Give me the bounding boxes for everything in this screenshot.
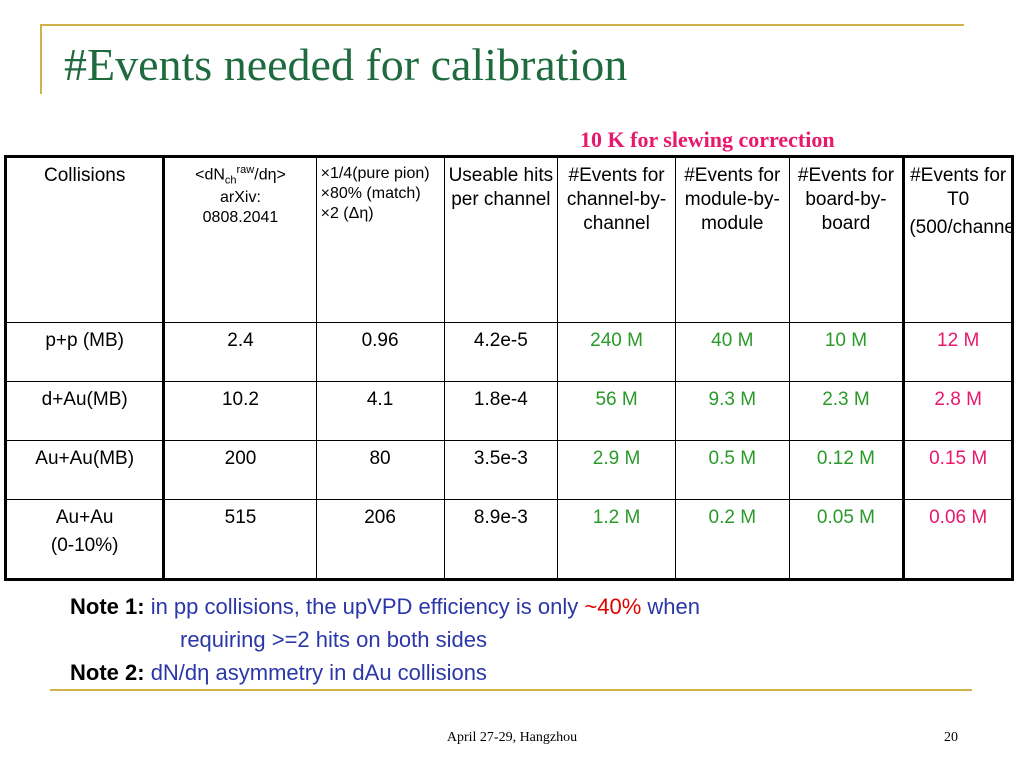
cell-events-module: 9.3 M (674, 381, 790, 441)
table-row: Au+Au(MB) 200 80 3.5e-3 2.9 M 0.5 M 0.12… (4, 440, 1013, 500)
cell-factor: 80 (315, 440, 445, 500)
header-useable-hits: Useable hits per channel (443, 156, 559, 323)
cell-dn: 200 (163, 440, 317, 500)
cell-factor: 206 (315, 499, 445, 580)
cell-events-channel: 240 M (557, 322, 676, 382)
cell-collision: Au+Au(MB) (4, 440, 166, 500)
cell-events-module: 0.2 M (674, 499, 790, 580)
cell-events-module: 40 M (674, 322, 790, 382)
frame-top-line (40, 24, 964, 26)
cell-factor: 4.1 (315, 381, 445, 441)
note-2-label: Note 2: (70, 660, 145, 685)
header-events-t0: #Events for T0 (500/channel) (903, 156, 1013, 323)
cell-collision-line1: Au+Au (55, 507, 114, 528)
note-1-highlight: ~40% (584, 594, 642, 619)
table-row: d+Au(MB) 10.2 4.1 1.8e-4 56 M 9.3 M 2.3 … (4, 381, 1013, 441)
cell-events-board: 2.3 M (788, 381, 906, 441)
header-events-module: #Events for module-by-module (674, 156, 790, 323)
cell-events-t0: 0.15 M (903, 440, 1013, 500)
cell-events-t0: 0.06 M (903, 499, 1013, 580)
header-dn-suffix: /dη> (254, 166, 286, 184)
header-dn-line2: arXiv: (220, 189, 261, 207)
cell-dn: 2.4 (163, 322, 317, 382)
cell-events-channel: 2.9 M (557, 440, 676, 500)
cell-dn: 10.2 (163, 381, 317, 441)
note-1-text-b: when (647, 594, 701, 619)
header-dn-line3: 0808.2041 (202, 209, 279, 227)
page-number: 20 (944, 730, 958, 745)
cell-events-t0: 12 M (903, 322, 1013, 382)
header-collisions: Collisions (4, 156, 166, 323)
cell-hits: 4.2e-5 (443, 322, 559, 382)
table-row: Au+Au (0-10%) 515 206 8.9e-3 1.2 M 0.2 M… (4, 499, 1013, 580)
cell-collision: p+p (MB) (4, 322, 166, 382)
note-1: Note 1: in pp collisions, the upVPD effi… (70, 590, 700, 623)
header-t0-line1: #Events for T0 (910, 165, 1007, 210)
footer-text: April 27-29, Hangzhou (446, 730, 578, 745)
note-2: Note 2: dN/dη asymmetry in dAu collision… (70, 656, 700, 689)
cell-events-board: 0.12 M (788, 440, 906, 500)
header-t0-line2: (500/channel) (909, 216, 1011, 238)
header-dn-prefix: <dN (195, 166, 225, 184)
cell-events-t0: 2.8 M (903, 381, 1013, 441)
slide-title: #Events needed for calibration (64, 39, 628, 90)
note-2-text: dN/dη asymmetry in dAu collisions (150, 660, 487, 685)
slewing-note: 10 K for slewing correction (580, 127, 835, 152)
header-factors: ×1/4(pure pion) ×80% (match) ×2 (Δη) (315, 156, 445, 323)
cell-factor: 0.96 (315, 322, 445, 382)
cell-events-board: 10 M (788, 322, 906, 382)
header-dn-sup: raw (236, 164, 255, 176)
frame-bottom-line (50, 689, 972, 691)
cell-hits: 8.9e-3 (443, 499, 559, 580)
cell-collision: d+Au(MB) (4, 381, 166, 441)
cell-hits: 3.5e-3 (443, 440, 559, 500)
calibration-table: Collisions <dNchraw/dη> arXiv: 0808.2041… (4, 155, 1014, 581)
cell-events-channel: 56 M (557, 381, 676, 441)
header-dn-sub: ch (224, 174, 237, 187)
table-row: p+p (MB) 2.4 0.96 4.2e-5 240 M 40 M 10 M… (4, 322, 1013, 382)
cell-collision: Au+Au (0-10%) (4, 499, 166, 580)
header-factor-line2: ×80% (match) (320, 185, 421, 202)
table-header-row: Collisions <dNchraw/dη> arXiv: 0808.2041… (4, 156, 1013, 323)
header-dn-deta: <dNchraw/dη> arXiv: 0808.2041 (163, 156, 317, 323)
header-events-board: #Events for board-by-board (788, 156, 906, 323)
notes-block: Note 1: in pp collisions, the upVPD effi… (70, 590, 700, 689)
note-1-text-a: in pp collisions, the upVPD efficiency i… (150, 594, 579, 619)
header-factor-line3: ×2 (Δη) (320, 205, 374, 222)
cell-dn: 515 (163, 499, 317, 580)
cell-events-channel: 1.2 M (557, 499, 676, 580)
note-1-continuation: requiring >=2 hits on both sides (180, 627, 487, 652)
header-events-channel: #Events for channel-by-channel (557, 156, 676, 323)
note-1-label: Note 1: (70, 594, 145, 619)
cell-events-board: 0.05 M (788, 499, 906, 580)
cell-hits: 1.8e-4 (443, 381, 559, 441)
cell-collision-line2: (0-10%) (50, 534, 119, 556)
cell-events-module: 0.5 M (674, 440, 790, 500)
frame-left-line (40, 24, 42, 94)
header-factor-line1: ×1/4(pure pion) (320, 165, 430, 182)
